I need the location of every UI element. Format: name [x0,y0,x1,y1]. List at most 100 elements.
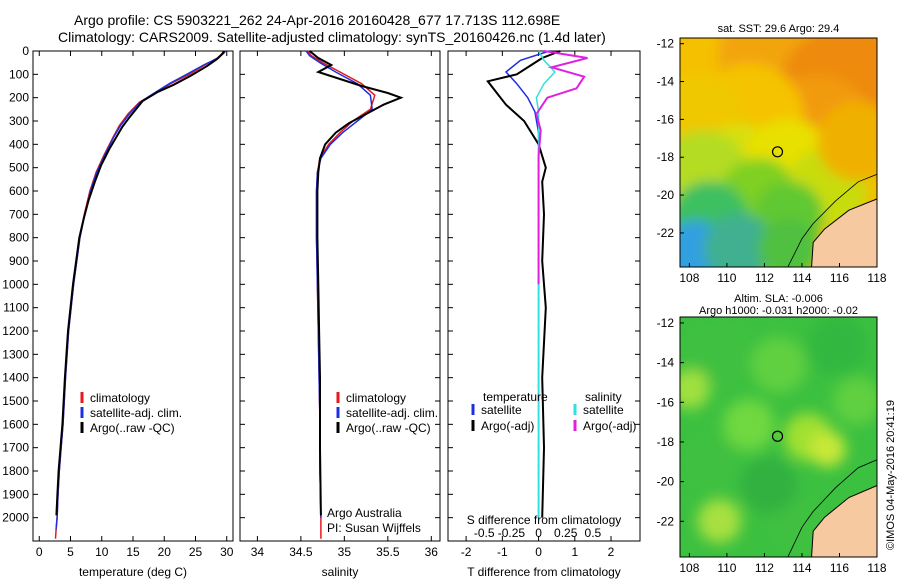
map-land [811,198,877,267]
panel-salinity: 34 34.5 35 35.5 36 salinity climatologysatelli… [239,50,441,579]
map-sla_map: 108 110 112 114 116 118 -12 -14 -16 -18 -20 -22 Alti… [657,293,887,575]
x-tick-label: -2 [461,545,472,559]
legend-label: satellite [583,403,624,417]
map-y-tick-label: -14 [657,75,675,89]
map-y-tick-label: -12 [657,37,675,51]
x-top-tick-label: 0 [535,526,542,540]
x-tick-label: 20 [158,545,172,559]
plot-frame [32,50,234,542]
argo-location-marker [771,146,784,158]
panel-temperature: 0 5 10 15 20 25 30 temperature (deg C) 0 100 200 30… [2,44,233,579]
header-line-2: Climatology: CARS2009. Satellite-adjuste… [58,29,606,45]
x-tick-label: 15 [126,545,140,559]
map-y-tick-label: -16 [657,112,675,126]
x-tick-label: -1 [497,545,508,559]
map-y-tick-label: -20 [657,188,675,202]
map-sst_map: 108 110 112 114 116 118 -12 -14 -16 -18 -20 -22 sat.… [657,23,887,285]
map-blobs [680,38,877,267]
x-tick-label: 0 [36,545,43,559]
annotation-text: Argo Australia [327,506,402,520]
x-tick-label: 34.5 [289,545,313,559]
legend-title-temperature: temperature [483,390,548,404]
map-land [811,485,877,557]
y-tick-label: 200 [9,91,29,105]
map-x-tick-label: 108 [679,561,699,575]
legend-label: climatology [90,391,150,405]
y-tick-label: 400 [9,137,29,151]
legend-label: Argo(..raw -QC) [90,421,175,435]
map-color-blob [809,431,846,467]
x-tick-label: 36 [425,545,439,559]
y-tick-label: 1300 [2,347,29,361]
x-top-tick-label: 0.5 [585,526,602,540]
map-y-tick-label: -20 [657,475,675,489]
x-tick-label: 0 [535,545,542,559]
x-tick-label: 34 [251,545,265,559]
map-color-blob [704,213,775,267]
map-bathymetry-contour [787,459,877,557]
map-x-tick-label: 108 [679,271,699,285]
map-y-tick-label: -14 [657,356,675,370]
map-x-tick-label: 118 [867,561,886,575]
map-color-blob [807,317,868,376]
y-tick-label: 100 [9,67,29,81]
x-tick-label: 35 [338,545,352,559]
panel-difference: -2 -1 0 1 2 T difference from climatology -0.5… [447,50,641,579]
x-tick-label: 10 [95,545,109,559]
map-subtitle: Argo h1000: -0.031 h2000: -0.02 [699,305,858,317]
x-top-tick-label: -0.25 [498,526,526,540]
map-color-blob [685,437,734,485]
header-line-1: Argo profile: CS 5903221_262 24-Apr-2016… [74,12,560,28]
y-tick-label: 1600 [2,417,29,431]
y-tick-label: 1700 [2,441,29,455]
y-tick-label: 1100 [3,301,29,315]
y-tick-label: 1800 [2,464,29,478]
map-title: sat. SST: 29.6 Argo: 29.4 [718,23,840,35]
map-frame [679,37,878,268]
map-x-tick-label: 110 [717,561,736,575]
map-x-tick-label: 112 [755,561,774,575]
series-line [308,50,404,516]
imos-timestamp: ©IMOS 04-May-2016 20:41:19 [885,400,897,550]
map-color-blob [817,101,877,182]
map-y-tick-label: -12 [657,316,675,330]
x-top-tick-label: -0.5 [474,526,495,540]
map-color-blob [833,377,877,425]
legend-label: Argo(-adj) [481,419,534,433]
series-line [535,50,588,285]
y-tick-label: 2000 [2,511,29,525]
y-tick-label: 800 [9,231,29,245]
y-tick-label: 1500 [2,394,29,408]
map-title: Altim. SLA: -0.006 [734,293,823,305]
y-tick-label: 700 [9,207,29,221]
map-x-tick-label: 116 [830,561,849,575]
plot-frame [239,50,441,542]
x-tick-label: 25 [189,545,203,559]
x-tick-label: 35.5 [376,545,400,559]
x-axis-label: temperature (deg C) [79,565,187,579]
map-x-tick-label: 116 [830,271,849,285]
map-y-tick-label: -18 [657,150,675,164]
x-axis-label: salinity [322,565,359,579]
map-field [680,38,877,267]
x-tick-label: 2 [608,545,615,559]
map-y-tick-label: -22 [657,226,675,240]
map-field [680,317,877,557]
y-tick-label: 1900 [2,487,29,501]
legend-label: Argo(-adj) [583,419,636,433]
map-color-blob [750,337,807,393]
map-color-blob [758,218,819,267]
legend-label: Argo(..raw -QC) [346,421,431,435]
x-tick-label: 1 [571,545,578,559]
annotation-text: PI: Susan Wijffels [327,521,421,535]
y-tick-label: 600 [9,184,29,198]
y-tick-label: 500 [9,161,29,175]
x-tick-label: 30 [220,545,234,559]
map-y-tick-label: -22 [657,514,675,528]
y-tick-label: 900 [9,254,29,268]
x-top-axis-label: S difference from climatology [467,513,622,527]
map-x-tick-label: 114 [792,271,811,285]
map-x-tick-label: 114 [792,561,811,575]
legend-label: satellite-adj. clim. [90,406,182,420]
